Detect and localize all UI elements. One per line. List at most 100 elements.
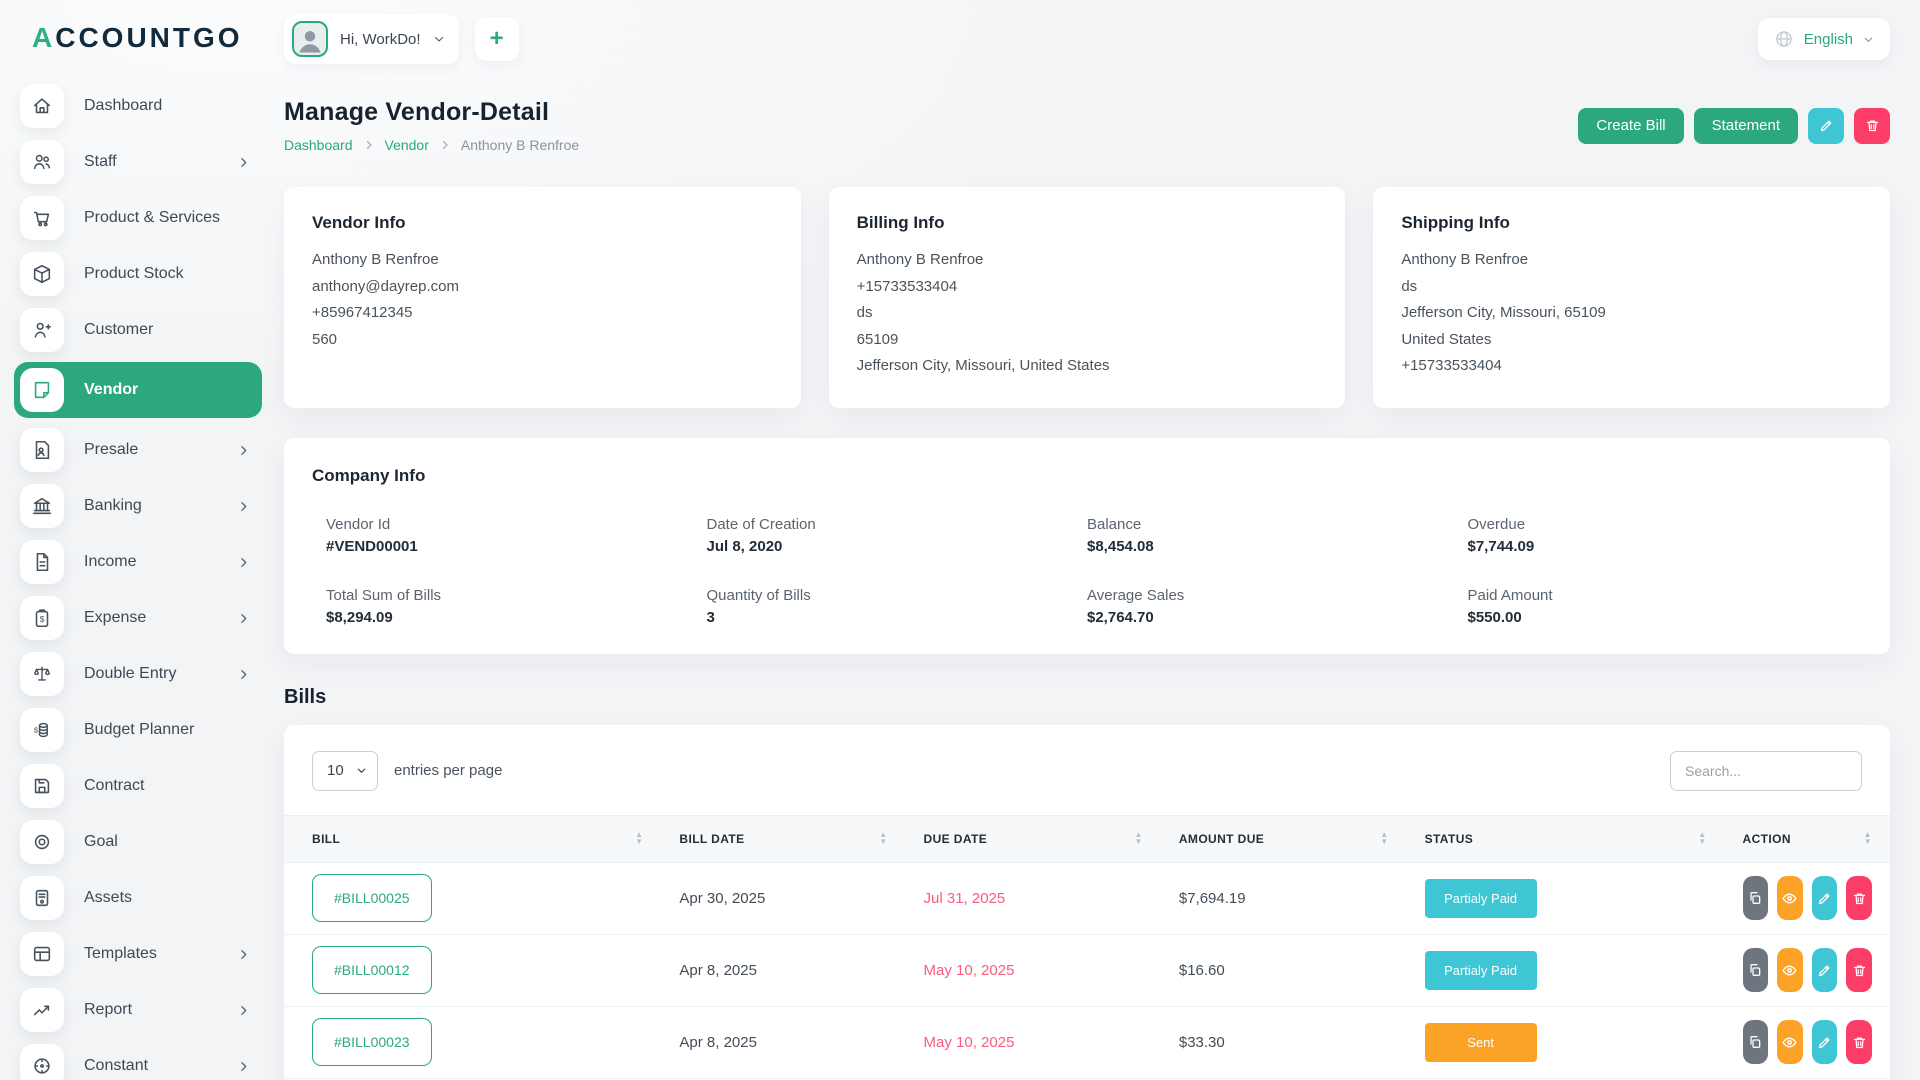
stat-value: $8,454.08 <box>1087 537 1154 555</box>
statement-button[interactable]: Statement <box>1693 107 1798 144</box>
sort-icon[interactable]: ▲ ▼ <box>1863 830 1872 846</box>
duplicate-button[interactable] <box>1742 876 1769 920</box>
sidebar-item-product-stock[interactable]: Product Stock <box>16 250 262 298</box>
info-cards-row: Vendor Info Anthony B Renfroe anthony@da… <box>284 187 1890 408</box>
sidebar-item-dashboard[interactable]: Dashboard <box>16 82 262 130</box>
chevron-right-icon <box>237 612 250 625</box>
delete-button[interactable] <box>1846 948 1872 992</box>
bill-number-link[interactable]: #BILL00012 <box>312 946 432 994</box>
sidebar-item-goal[interactable]: Goal <box>16 818 262 866</box>
chevron-right-icon <box>439 139 451 151</box>
compass-icon <box>20 1044 64 1080</box>
home-icon <box>20 84 64 128</box>
sidebar-item-vendor[interactable]: Vendor <box>14 362 262 418</box>
sidebar-item-customer[interactable]: Customer <box>16 306 262 354</box>
sidebar-item-staff[interactable]: Staff <box>16 138 262 186</box>
sort-icon[interactable]: ▲ ▼ <box>635 830 644 846</box>
duplicate-button[interactable] <box>1742 1020 1769 1064</box>
billing-phone: +15733533404 <box>856 277 958 295</box>
view-button[interactable] <box>1777 1020 1803 1064</box>
row-actions <box>1742 1020 1872 1064</box>
chevron-down-icon <box>433 33 445 45</box>
logo-rest: CCOUNTGO <box>55 22 243 53</box>
users-icon <box>20 140 64 184</box>
edit-vendor-button[interactable] <box>1808 107 1844 144</box>
sidebar-item-assets[interactable]: Assets <box>16 874 262 922</box>
bills-table-card: 10 entries per page BILL ▲▼ BILL DATE ▲▼ D… <box>284 724 1890 1080</box>
delete-vendor-button[interactable] <box>1854 107 1890 144</box>
view-button[interactable] <box>1777 948 1803 992</box>
stat-overdue: Overdue $7,744.09 <box>1468 516 1849 555</box>
amount-due-cell: $7,694.19 <box>1160 862 1407 935</box>
row-actions <box>1742 948 1872 992</box>
sidebar-item-label: Goal <box>84 833 118 850</box>
amount-due-cell: $16.60 <box>1160 934 1407 1007</box>
breadcrumb-dashboard-link[interactable]: Dashboard <box>284 137 353 153</box>
duplicate-button[interactable] <box>1742 948 1769 992</box>
bill-number-link[interactable]: #BILL00025 <box>312 874 432 922</box>
sidebar-item-double-entry[interactable]: Double Entry <box>16 650 262 698</box>
column-label: BILL <box>312 831 341 846</box>
pencil-icon <box>1819 118 1834 133</box>
sidebar-item-product-services[interactable]: Product & Services <box>16 194 262 242</box>
billing-zip: 65109 <box>856 330 899 348</box>
sidebar-item-presale[interactable]: Presale <box>16 426 262 474</box>
table-controls: 10 entries per page <box>284 725 1890 815</box>
entries-per-page-select[interactable]: 10 <box>312 750 378 791</box>
search-input[interactable] <box>1670 750 1862 791</box>
sidebar-item-expense[interactable]: $ Expense <box>16 594 262 642</box>
chevron-right-icon <box>237 1004 250 1017</box>
sidebar-item-label: Constant <box>84 1057 149 1074</box>
chevron-right-icon <box>237 948 250 961</box>
column-header-amount-due: AMOUNT DUE ▲ ▼ <box>1160 814 1407 863</box>
sidebar-item-income[interactable]: Income <box>16 538 262 586</box>
sort-icon[interactable]: ▲ ▼ <box>1134 830 1143 846</box>
breadcrumb-vendor-link[interactable]: Vendor <box>384 137 429 153</box>
language-selector[interactable]: English <box>1757 18 1890 60</box>
edit-button[interactable] <box>1811 876 1838 920</box>
profile-menu[interactable]: Hi, WorkDo! <box>284 14 459 64</box>
stat-value: $8,294.09 <box>326 608 393 626</box>
sidebar-item-constant[interactable]: Constant <box>16 1042 262 1080</box>
column-label: ACTION <box>1742 831 1791 846</box>
eye-icon <box>1781 962 1798 979</box>
sidebar-item-templates[interactable]: Templates <box>16 930 262 978</box>
sort-icon[interactable]: ▲ ▼ <box>879 830 888 846</box>
sidebar-item-report[interactable]: Report <box>16 986 262 1034</box>
view-button[interactable] <box>1777 876 1803 920</box>
edit-button[interactable] <box>1811 948 1838 992</box>
delete-button[interactable] <box>1846 1020 1872 1064</box>
pencil-icon <box>1817 1035 1832 1050</box>
shipping-info-lines: Anthony B Renfroe ds Jefferson City, Mis… <box>1401 249 1862 378</box>
sidebar-item-label: Product Stock <box>84 265 184 282</box>
delete-button[interactable] <box>1846 876 1872 920</box>
stat-date-of-creation: Date of Creation Jul 8, 2020 <box>707 516 1088 555</box>
sort-icon[interactable]: ▲ ▼ <box>1380 830 1389 846</box>
sidebar-item-budget-planner[interactable]: $ Budget Planner <box>16 706 262 754</box>
sidebar-item-label: Presale <box>84 441 139 458</box>
create-bill-button[interactable]: Create Bill <box>1578 107 1684 144</box>
amount-due-cell: $33.30 <box>1160 1006 1407 1079</box>
bill-number-link[interactable]: #BILL00023 <box>312 1018 432 1066</box>
billing-name: Anthony B Renfroe <box>856 251 984 268</box>
title-block: Manage Vendor-Detail Dashboard Vendor An… <box>284 98 579 153</box>
table-row: #BILL00025 Apr 30, 2025 Jul 31, 2025 $7,… <box>284 862 1890 935</box>
sort-icon[interactable]: ▲ ▼ <box>1698 830 1707 846</box>
billing-info-card: Billing Info Anthony B Renfroe +15733533… <box>828 187 1346 408</box>
entries-per-page-label: entries per page <box>394 762 503 779</box>
edit-button[interactable] <box>1811 1020 1838 1064</box>
chevron-right-icon <box>363 139 375 151</box>
sidebar-item-contract[interactable]: Contract <box>16 762 262 810</box>
vendor-info-card: Vendor Info Anthony B Renfroe anthony@da… <box>284 187 801 408</box>
due-date-cell: Jul 31, 2025 <box>905 862 1161 935</box>
billing-city: Jefferson City, Missouri, United States <box>856 357 1110 374</box>
breadcrumb: Dashboard Vendor Anthony B Renfroe <box>284 137 579 153</box>
sidebar-item-label: Contract <box>84 777 145 794</box>
stat-value: Jul 8, 2020 <box>706 537 783 555</box>
column-header-bill-date: BILL DATE ▲ ▼ <box>661 814 906 863</box>
add-button[interactable]: + <box>474 17 519 61</box>
company-stats-grid: Vendor Id #VEND00001 Date of Creation Ju… <box>312 516 1862 626</box>
coins-dollar-icon: $ <box>20 708 64 752</box>
trash-icon <box>1865 118 1880 133</box>
sidebar-item-banking[interactable]: Banking <box>16 482 262 530</box>
